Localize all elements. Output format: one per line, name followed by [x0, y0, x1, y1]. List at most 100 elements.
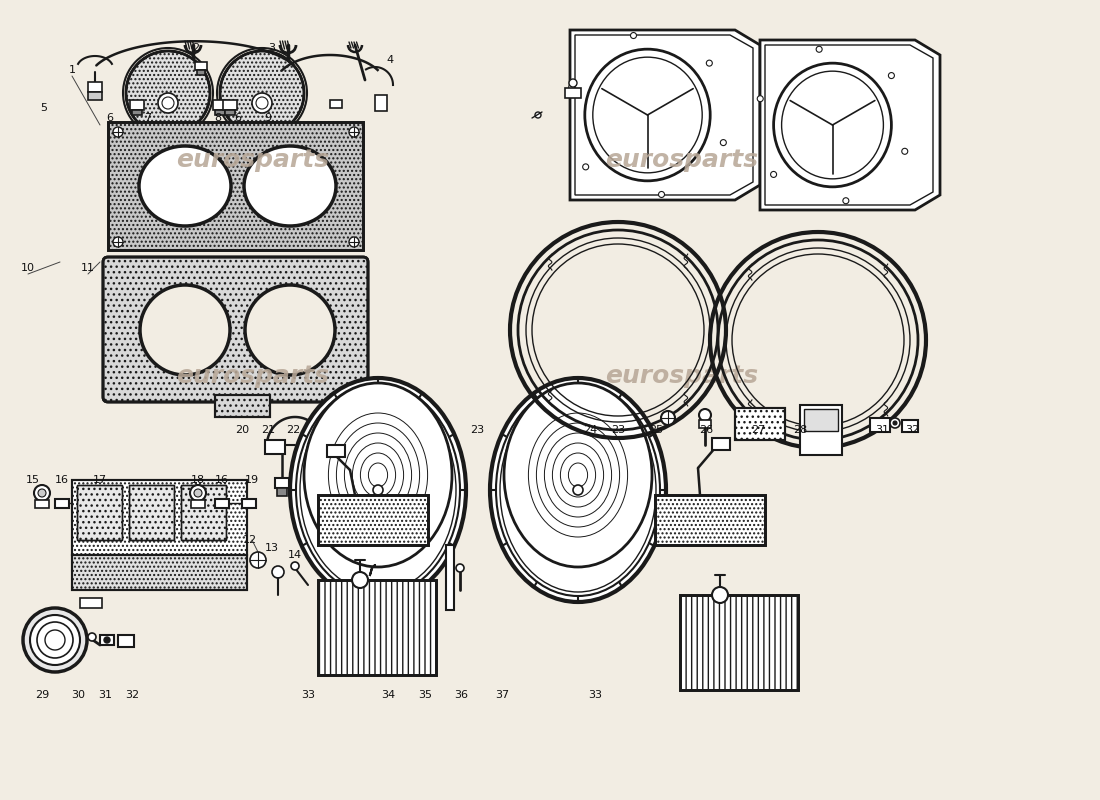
Circle shape	[843, 198, 849, 204]
Bar	[265, 440, 285, 454]
Text: 6: 6	[234, 113, 242, 123]
Bar	[318, 495, 428, 545]
Bar	[108, 122, 363, 250]
Circle shape	[720, 140, 726, 146]
Circle shape	[349, 127, 359, 137]
Bar	[129, 485, 174, 540]
Ellipse shape	[773, 63, 891, 187]
Circle shape	[292, 562, 299, 570]
Bar	[130, 100, 144, 110]
Bar	[182, 485, 225, 540]
Bar	[80, 598, 102, 608]
Circle shape	[194, 489, 202, 497]
Bar	[214, 499, 229, 508]
Text: 11: 11	[81, 263, 95, 273]
Text: 4: 4	[386, 55, 394, 65]
Text: 33: 33	[301, 690, 315, 700]
Ellipse shape	[139, 146, 231, 226]
Circle shape	[573, 485, 583, 495]
Text: 22: 22	[286, 425, 300, 435]
Text: 15: 15	[26, 475, 40, 485]
Bar	[275, 478, 289, 488]
Circle shape	[37, 622, 73, 658]
Circle shape	[706, 60, 713, 66]
Text: 5: 5	[41, 103, 47, 113]
Circle shape	[373, 485, 383, 495]
Ellipse shape	[244, 146, 336, 226]
Bar	[318, 495, 428, 545]
Circle shape	[113, 127, 123, 137]
Circle shape	[272, 566, 284, 578]
Bar	[55, 499, 69, 508]
Circle shape	[88, 633, 96, 641]
Text: 23: 23	[470, 425, 484, 435]
Bar	[565, 88, 581, 98]
Circle shape	[349, 237, 359, 247]
Text: 27: 27	[751, 425, 766, 435]
Text: 12: 12	[243, 535, 257, 545]
Bar	[214, 110, 225, 115]
Bar	[318, 580, 436, 675]
Text: 18: 18	[191, 475, 205, 485]
Bar	[318, 580, 436, 675]
Ellipse shape	[304, 383, 452, 567]
Bar	[72, 480, 248, 555]
Bar	[698, 420, 711, 428]
Text: 23: 23	[610, 425, 625, 435]
Circle shape	[23, 608, 87, 672]
Bar	[375, 95, 387, 111]
Ellipse shape	[220, 51, 304, 135]
Circle shape	[250, 552, 266, 568]
Text: 25: 25	[649, 425, 663, 435]
Circle shape	[256, 97, 268, 109]
Text: 24: 24	[583, 425, 597, 435]
Bar	[800, 405, 842, 455]
Circle shape	[113, 237, 123, 247]
Ellipse shape	[490, 378, 666, 602]
Circle shape	[30, 615, 80, 665]
Circle shape	[104, 637, 110, 643]
Bar	[118, 635, 134, 647]
Circle shape	[456, 564, 464, 572]
Circle shape	[890, 418, 900, 428]
Bar	[72, 555, 248, 590]
Text: 30: 30	[72, 690, 85, 700]
Circle shape	[569, 84, 574, 90]
Circle shape	[535, 112, 541, 118]
Text: 33: 33	[588, 690, 602, 700]
Circle shape	[190, 485, 206, 501]
Circle shape	[34, 485, 50, 501]
Ellipse shape	[290, 378, 466, 602]
Text: 32: 32	[125, 690, 139, 700]
Circle shape	[569, 79, 578, 87]
Circle shape	[252, 93, 272, 113]
Ellipse shape	[504, 383, 652, 567]
Circle shape	[889, 73, 894, 78]
Ellipse shape	[126, 51, 210, 135]
Text: 20: 20	[235, 425, 249, 435]
Circle shape	[771, 171, 777, 178]
Bar	[654, 495, 764, 545]
Text: 31: 31	[98, 690, 112, 700]
Bar	[197, 70, 205, 75]
Text: 31: 31	[874, 425, 889, 435]
Text: 19: 19	[245, 475, 260, 485]
Text: 29: 29	[35, 690, 50, 700]
Text: 1: 1	[68, 65, 76, 75]
Circle shape	[816, 46, 822, 52]
Bar	[35, 500, 50, 508]
Bar	[213, 100, 227, 110]
Circle shape	[661, 411, 675, 425]
Text: 32: 32	[905, 425, 920, 435]
Circle shape	[39, 489, 46, 497]
Bar	[88, 92, 102, 100]
Bar	[804, 409, 838, 431]
Circle shape	[45, 630, 65, 650]
Ellipse shape	[140, 285, 230, 375]
Text: eurosparts: eurosparts	[176, 364, 330, 388]
Bar	[330, 100, 342, 108]
Bar	[77, 485, 122, 540]
Text: eurosparts: eurosparts	[176, 148, 330, 172]
Text: 36: 36	[454, 690, 467, 700]
Text: 34: 34	[381, 690, 395, 700]
